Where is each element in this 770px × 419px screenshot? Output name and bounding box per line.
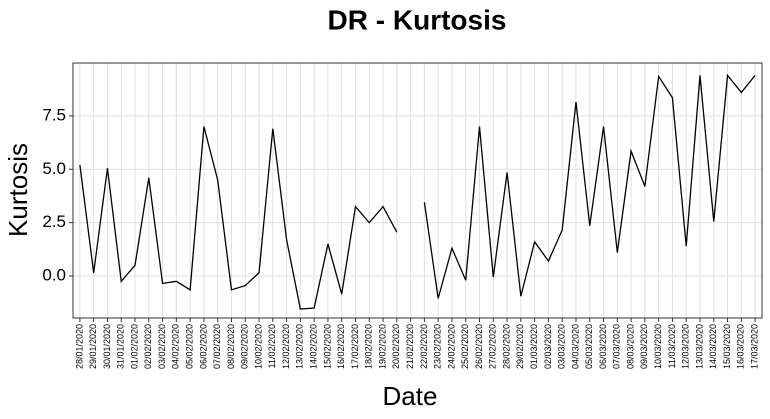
x-tick-label: 11/02/2020 (267, 324, 277, 368)
x-tick-label: 08/02/2020 (226, 324, 236, 369)
x-tick-label: 28/02/2020 (501, 324, 511, 369)
x-tick-label: 10/02/2020 (253, 324, 263, 369)
x-tick-label: 05/03/2020 (584, 324, 594, 369)
x-tick-label: 07/02/2020 (212, 324, 222, 369)
x-tick-label: 23/02/2020 (433, 324, 443, 369)
x-tick-label: 15/02/2020 (322, 324, 332, 369)
x-tick-label: 07/03/2020 (612, 324, 622, 369)
x-tick-label: 15/03/2020 (722, 324, 732, 369)
x-tick-label: 01/03/2020 (529, 324, 539, 369)
x-tick-label: 17/03/2020 (749, 324, 759, 369)
y-axis-title: Kurtosis (3, 143, 33, 237)
x-tick-label: 05/02/2020 (185, 324, 195, 369)
x-tick-label: 17/02/2020 (350, 324, 360, 369)
plot-border (72, 62, 763, 319)
x-tick-label: 09/02/2020 (240, 324, 250, 369)
x-tick-label: 14/03/2020 (708, 324, 718, 369)
x-tick-label: 28/01/2020 (74, 324, 84, 369)
x-tick-label: 16/02/2020 (336, 324, 346, 369)
x-tick-label: 13/03/2020 (694, 324, 704, 369)
x-tick-label: 03/02/2020 (157, 324, 167, 369)
x-tick-label: 06/02/2020 (198, 324, 208, 369)
y-tick-label: 2.5 (42, 212, 66, 231)
x-tick-label: 19/02/2020 (377, 324, 387, 369)
x-tick-label: 14/02/2020 (309, 324, 319, 369)
x-tick-label: 24/02/2020 (446, 324, 456, 369)
x-tick-label: 16/03/2020 (736, 324, 746, 369)
x-tick-label: 30/01/2020 (102, 324, 112, 369)
x-tick-label: 08/03/2020 (625, 324, 635, 369)
x-tick-label: 09/03/2020 (639, 324, 649, 369)
x-tick-label: 02/02/2020 (143, 324, 153, 369)
x-tick-label: 04/03/2020 (570, 324, 580, 369)
x-tick-label: 12/02/2020 (281, 324, 291, 369)
x-tick-label: 20/02/2020 (391, 324, 401, 369)
data-line (79, 73, 756, 310)
x-tick-label: 22/02/2020 (419, 324, 429, 369)
x-tick-label: 21/02/2020 (405, 324, 415, 369)
x-tick-label: 11/03/2020 (667, 324, 677, 368)
x-tick-label: 29/02/2020 (515, 324, 525, 369)
x-tick-label: 01/02/2020 (129, 324, 139, 369)
y-tick-label: 7.5 (42, 105, 66, 124)
y-tick-label: 0.0 (42, 265, 66, 284)
x-tick-label: 26/02/2020 (474, 324, 484, 369)
x-tick-label: 18/02/2020 (364, 324, 374, 369)
x-tick-label: 25/02/2020 (460, 324, 470, 369)
x-tick-label: 03/03/2020 (557, 324, 567, 369)
chart-title: DR - Kurtosis (328, 4, 507, 35)
x-tick-label: 12/03/2020 (681, 324, 691, 369)
x-axis-title: Date (383, 381, 438, 411)
y-tick-label: 5.0 (42, 159, 66, 178)
x-tick-label: 29/01/2020 (88, 324, 98, 369)
x-tick-label: 31/01/2020 (116, 324, 126, 369)
x-tick-label: 27/02/2020 (488, 324, 498, 369)
x-tick-label: 02/03/2020 (543, 324, 553, 369)
x-tick-label: 10/03/2020 (653, 324, 663, 369)
x-tick-label: 04/02/2020 (171, 324, 181, 369)
x-tick-label: 06/03/2020 (598, 324, 608, 369)
x-tick-label: 13/02/2020 (295, 324, 305, 369)
